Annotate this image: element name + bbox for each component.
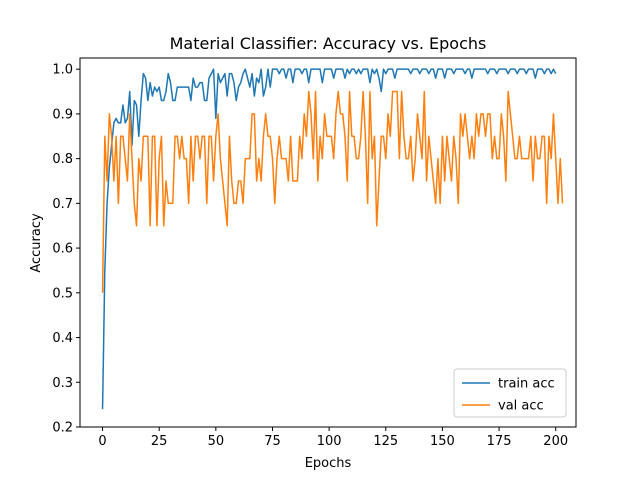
series-line-val-acc — [101, 90, 564, 293]
chart-title: Material Classifier: Accuracy vs. Epochs — [170, 34, 487, 53]
x-tick-label: 50 — [208, 434, 225, 449]
y-tick-label: 0.7 — [52, 197, 73, 212]
y-tick-label: 0.2 — [52, 421, 73, 436]
x-tick-label: 100 — [317, 434, 342, 449]
y-tick-label: 0.6 — [52, 242, 73, 257]
x-tick-label: 150 — [430, 434, 455, 449]
x-axis-title: Epochs — [305, 456, 352, 471]
x-tick-label: 200 — [543, 434, 568, 449]
x-tick-label: 125 — [373, 434, 398, 449]
legend-label-val-acc: val acc — [498, 399, 544, 414]
y-tick-label: 0.5 — [52, 286, 73, 301]
y-tick-label: 1.0 — [52, 63, 73, 78]
x-tick-label: 0 — [98, 434, 106, 449]
x-tick-label: 25 — [151, 434, 168, 449]
x-tick-label: 175 — [487, 434, 512, 449]
y-tick-label: 0.3 — [52, 376, 73, 391]
series-line-train-acc — [101, 68, 557, 410]
x-tick-label: 75 — [264, 434, 281, 449]
y-tick-label: 0.8 — [52, 152, 73, 167]
y-axis-title: Accuracy — [29, 213, 44, 273]
legend-label-train-acc: train acc — [498, 377, 555, 392]
plot-frame-top — [79, 57, 577, 428]
legend: train acc val acc — [453, 368, 567, 418]
y-tick-label: 0.9 — [52, 107, 73, 122]
y-tick-label: 0.4 — [52, 331, 73, 346]
plot-area: 0 25 50 75 100 125 150 175 200 0.2 0.3 0.4 0.5 0.6 0.7… — [52, 57, 577, 449]
